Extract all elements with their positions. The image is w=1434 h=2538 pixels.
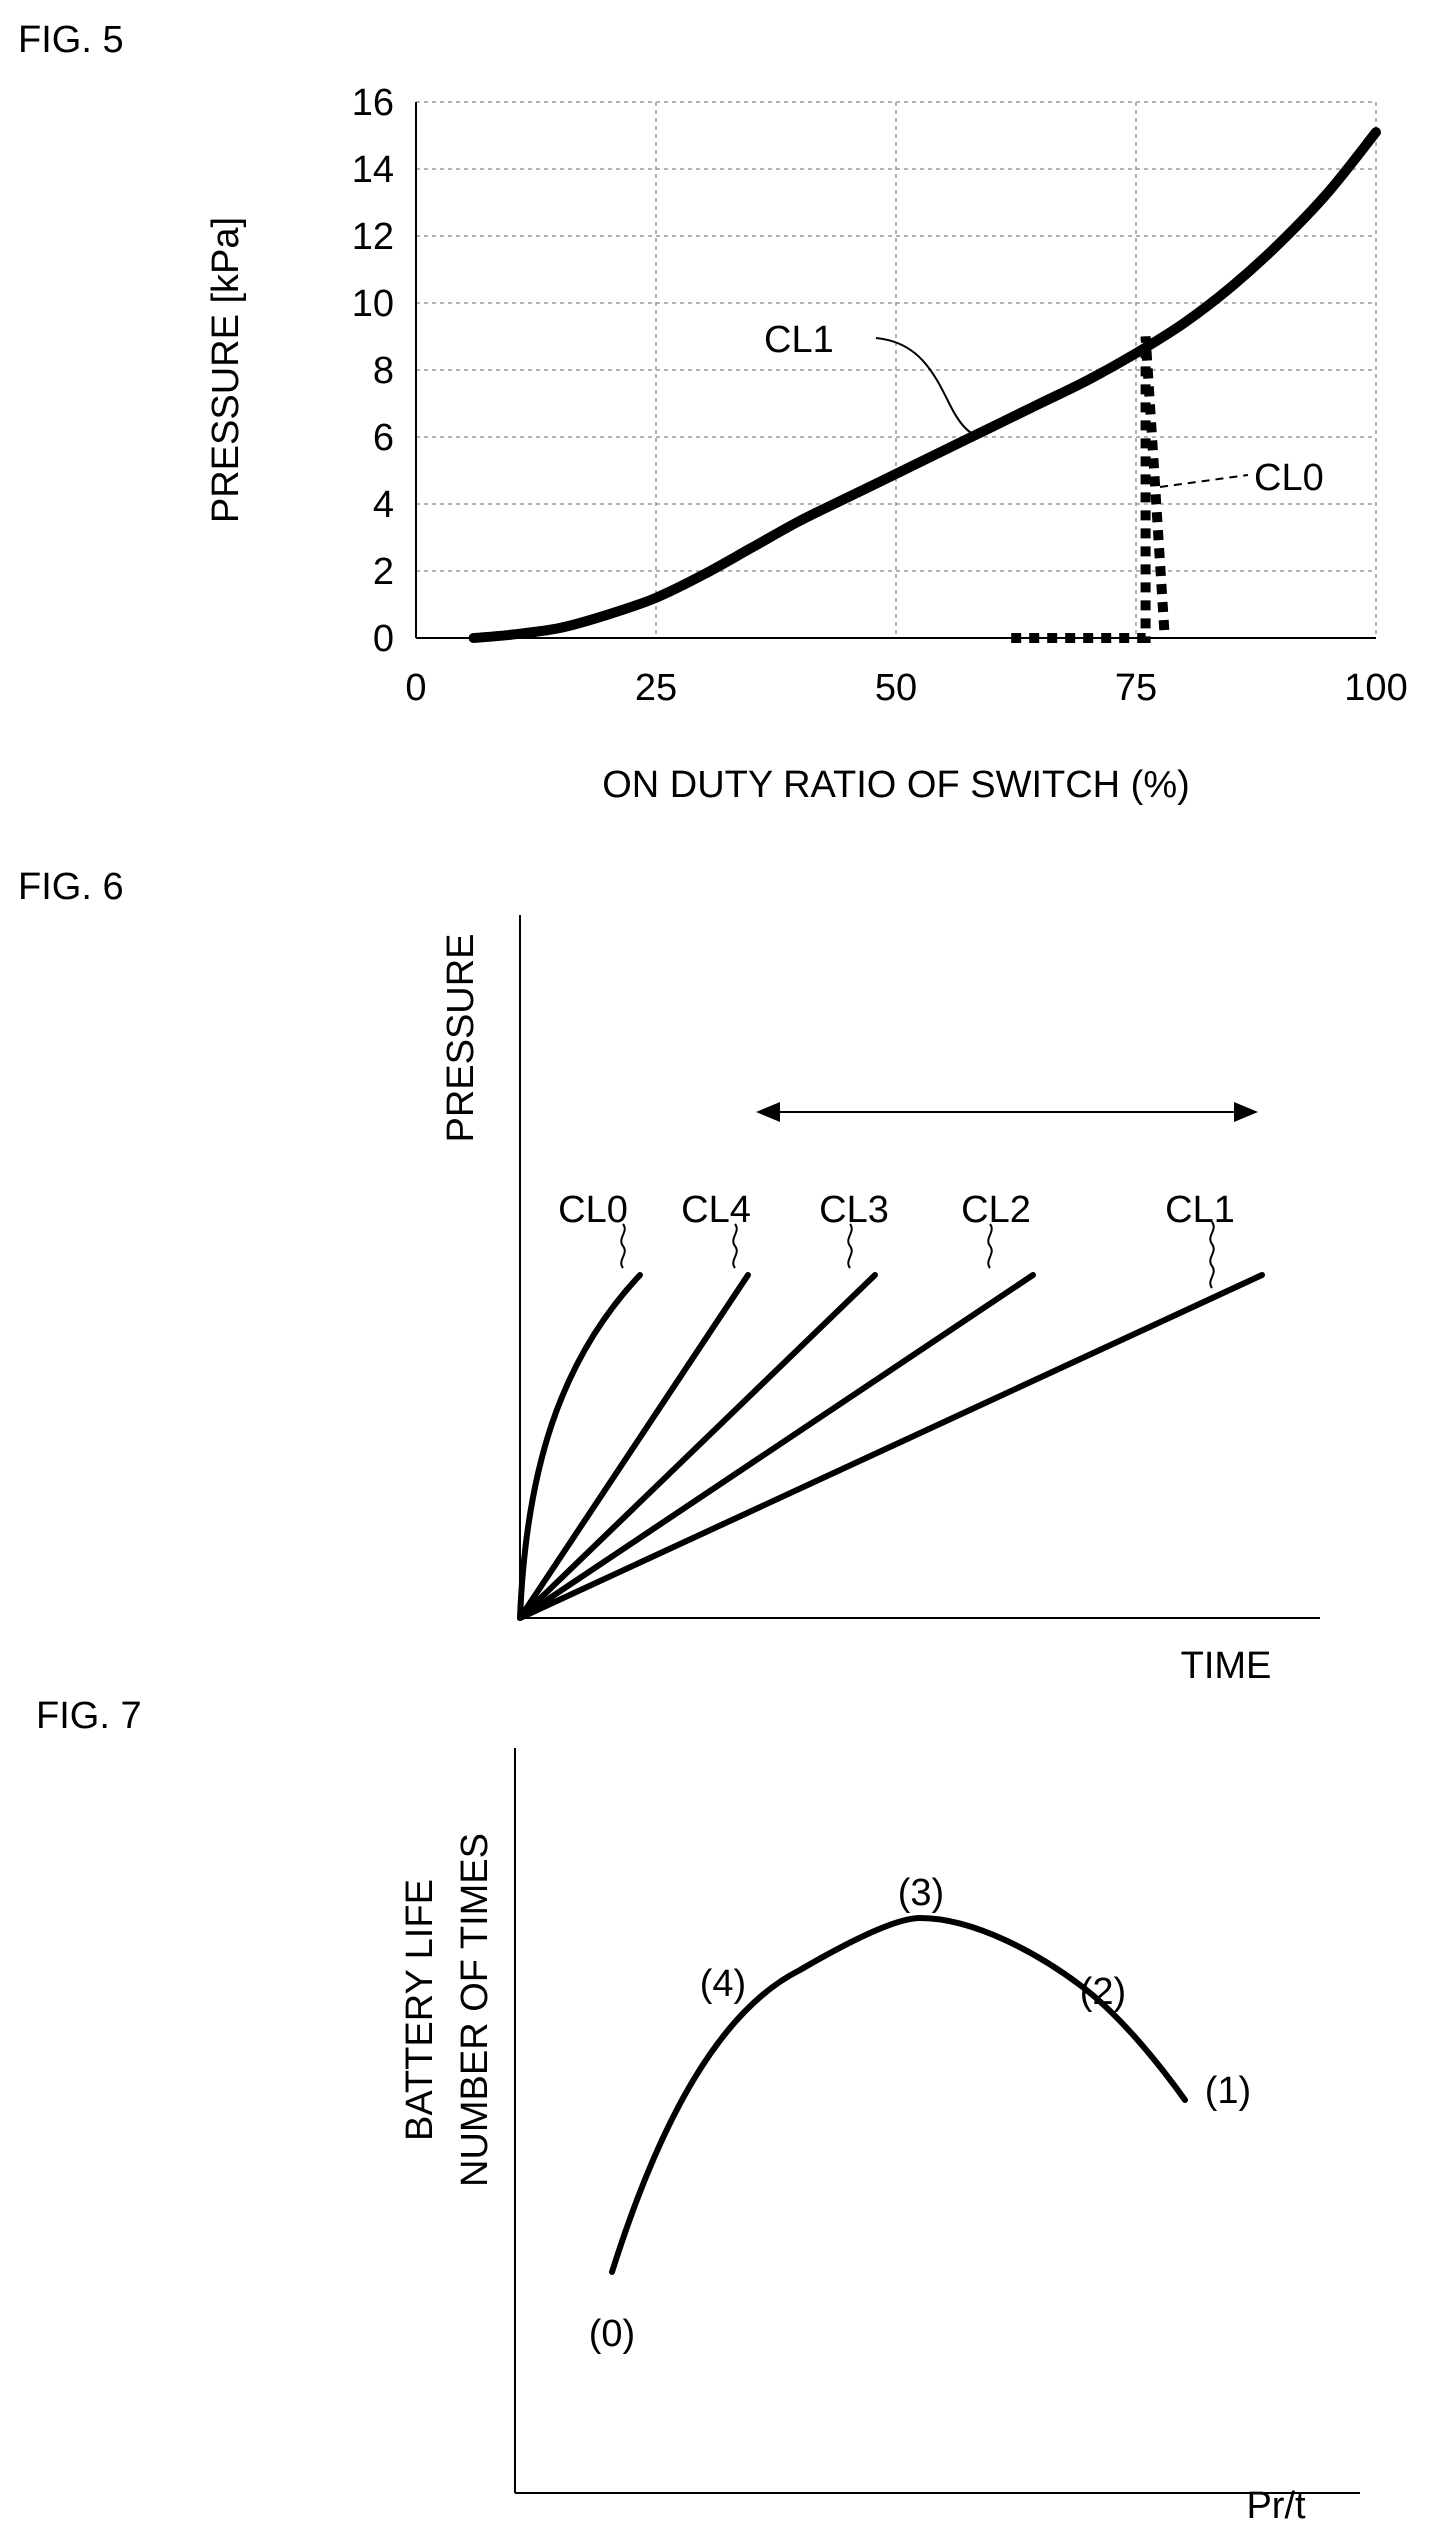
fig5-cl1-label: CL1 xyxy=(764,319,834,361)
fig5-grid xyxy=(416,101,1377,638)
fig6-x-axis-title: TIME xyxy=(1181,1645,1272,1687)
fig6-cl1-leader xyxy=(1209,1221,1215,1289)
fig6-label: FIG. 6 xyxy=(18,866,124,908)
fig5-x-axis-title: ON DUTY RATIO OF SWITCH (%) xyxy=(602,764,1190,806)
fig5-axes xyxy=(415,102,1376,639)
fig6-cl2-leader xyxy=(987,1223,993,1269)
fig5-y-tick-label: 8 xyxy=(373,350,394,392)
fig5-series-cl0-line xyxy=(1011,336,1170,643)
fig5-x-tick-label: 25 xyxy=(635,667,677,709)
fig6-cl0-label: CL0 xyxy=(558,1189,628,1231)
fig5-y-tick-label: 12 xyxy=(352,216,394,258)
fig5-cl0-leader xyxy=(1159,474,1249,488)
fig7-y-axis-title-line2: NUMBER OF TIMES xyxy=(454,1833,496,2187)
fig5-y-tick-label: 16 xyxy=(352,82,394,124)
fig7-curve xyxy=(609,1914,1188,2275)
fig7-point-1-label: (1) xyxy=(1205,2070,1251,2112)
fig6-cl0-leader xyxy=(620,1223,626,1269)
fig7-x-axis-title: Pr/t xyxy=(1246,2485,1306,2527)
fig5-y-tick-label: 6 xyxy=(373,417,394,459)
fig5-y-tick-label: 14 xyxy=(352,149,394,191)
fig7-label: FIG. 7 xyxy=(36,1695,142,1737)
fig6-cl4-leader xyxy=(732,1223,738,1269)
fig6-cl1-label: CL1 xyxy=(1165,1189,1235,1231)
fig5-x-tick-label: 100 xyxy=(1344,667,1407,709)
fig7-point-3-label: (3) xyxy=(898,1872,944,1914)
fig6-y-axis-title: PRESSURE xyxy=(440,933,482,1142)
fig5-series-cl1-line xyxy=(468,127,1381,643)
fig5-x-ticks: 0 25 50 75 100 xyxy=(405,667,1407,709)
fig6-cl3-leader xyxy=(847,1223,853,1269)
fig5-y-tick-label: 4 xyxy=(373,484,394,526)
fig5-x-tick-label: 50 xyxy=(875,667,917,709)
fig6-cl2-label: CL2 xyxy=(961,1189,1031,1231)
fig7-point-0-label: (0) xyxy=(589,2313,635,2355)
fig6-series-cl3-line xyxy=(517,1272,878,1621)
fig6-double-arrow xyxy=(756,1102,1258,1122)
fig6-cl4-label: CL4 xyxy=(681,1189,751,1231)
fig6-series-cl0-line xyxy=(517,1272,643,1621)
fig7-point-2-label: (2) xyxy=(1080,1971,1126,2013)
fig5-y-axis-title: PRESSURE [kPa] xyxy=(205,217,247,523)
fig5-y-tick-label: 2 xyxy=(373,551,394,593)
fig6-series-cl4-line xyxy=(517,1272,751,1621)
fig6-series-cl2-line xyxy=(517,1272,1036,1621)
fig5-label: FIG. 5 xyxy=(18,19,124,61)
fig7-point-4-label: (4) xyxy=(700,1963,746,2005)
fig5-x-tick-label: 75 xyxy=(1115,667,1157,709)
fig6-cl3-label: CL3 xyxy=(819,1189,889,1231)
fig7-y-axis-title-line1: BATTERY LIFE xyxy=(399,1879,441,2141)
fig5-x-tick-label: 0 xyxy=(405,667,426,709)
fig5-cl0-label: CL0 xyxy=(1254,457,1324,499)
fig5-y-ticks: 0 2 4 6 8 10 12 14 16 xyxy=(352,82,394,660)
fig6-series-cl1-line xyxy=(517,1272,1265,1621)
fig5-y-tick-label: 0 xyxy=(373,618,394,660)
fig5-y-tick-label: 10 xyxy=(352,283,394,325)
fig5-cl1-leader xyxy=(875,337,976,436)
